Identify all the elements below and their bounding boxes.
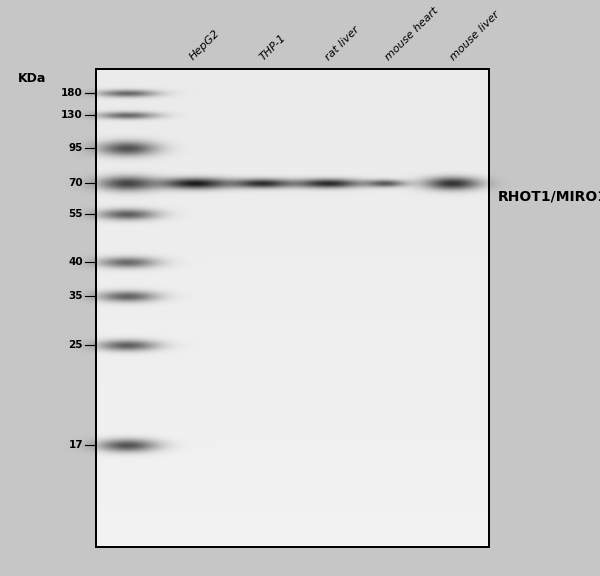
Text: HepG2: HepG2 — [188, 28, 222, 62]
Text: RHOT1/MIRO1: RHOT1/MIRO1 — [498, 190, 600, 204]
Text: mouse heart: mouse heart — [383, 5, 440, 62]
Text: 180: 180 — [61, 88, 83, 98]
Text: 55: 55 — [68, 209, 83, 219]
Text: mouse liver: mouse liver — [448, 9, 501, 62]
Text: THP-1: THP-1 — [258, 32, 288, 62]
Text: 95: 95 — [68, 143, 83, 153]
Text: rat liver: rat liver — [323, 24, 361, 62]
Text: 130: 130 — [61, 110, 83, 120]
Text: KDa: KDa — [18, 72, 46, 85]
Text: 17: 17 — [68, 440, 83, 450]
Text: 70: 70 — [68, 178, 83, 188]
Text: 25: 25 — [68, 340, 83, 350]
Text: 40: 40 — [68, 257, 83, 267]
Text: 35: 35 — [68, 291, 83, 301]
